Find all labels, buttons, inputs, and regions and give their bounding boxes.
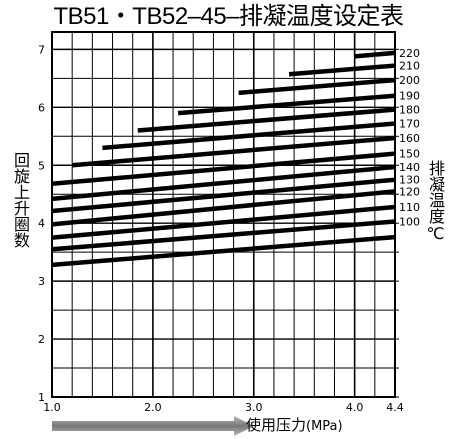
x-axis-label-text: 使用压力 [246,416,307,434]
y-tick-label: 2 [38,333,45,346]
series-label: 210 [399,60,420,73]
y-tick-label: 6 [38,101,45,114]
series-line [354,50,396,59]
series-line [137,107,396,133]
series-line [238,77,396,96]
x-tick-label: 4.4 [386,401,404,414]
series-line [177,93,396,116]
series-line [51,151,396,187]
y-tick-label: 4 [38,217,45,230]
series-label: 190 [399,90,420,103]
series-line [51,164,396,202]
series-line [51,189,396,227]
series-label: 180 [399,104,420,117]
chart-title: TB51・TB52–45–排凝温度设定表 [53,3,404,30]
series-label: 220 [399,47,420,60]
series-line [51,204,396,240]
y-tick-label: 3 [38,275,45,288]
series-label: 200 [399,74,420,87]
plot-frame [51,31,396,398]
y-tick-label: 1 [38,391,45,404]
series-label: 120 [399,185,420,198]
series-label: 150 [399,148,420,161]
tick-labels: 1 2 3 4 5 6 7 1.0 2.0 3.0 4.0 4.4 [38,43,404,414]
x-axis-label: 使用压力(MPa) [246,414,343,435]
y-tick-label: 7 [38,43,45,56]
y-tick-label: 5 [38,159,45,172]
series-label: 100 [399,215,420,228]
series-label: 110 [399,201,420,214]
series-line [288,63,396,77]
series-lines [51,50,396,268]
grid [51,31,399,398]
series-label: 170 [399,118,420,131]
series-line [51,234,396,268]
series-line [102,121,396,151]
arrow-icon [52,416,254,436]
series-label: 160 [399,132,420,145]
y-axis-label-left: 回旋上升圈数 [11,152,30,248]
series-label: 130 [399,174,420,187]
series-line [51,219,396,252]
x-tick-label: 2.0 [144,401,162,414]
x-tick-label: 1.0 [43,401,61,414]
y-axis-label-right: 排凝温度℃ [426,160,445,243]
series-line [71,135,396,168]
x-axis-arrow [52,416,254,436]
series-label: 140 [399,161,420,174]
x-axis-label-unit: (MPa) [306,419,343,434]
x-tick-label: 4.0 [346,401,364,414]
x-tick-label: 3.0 [245,401,263,414]
series-line [51,177,396,214]
